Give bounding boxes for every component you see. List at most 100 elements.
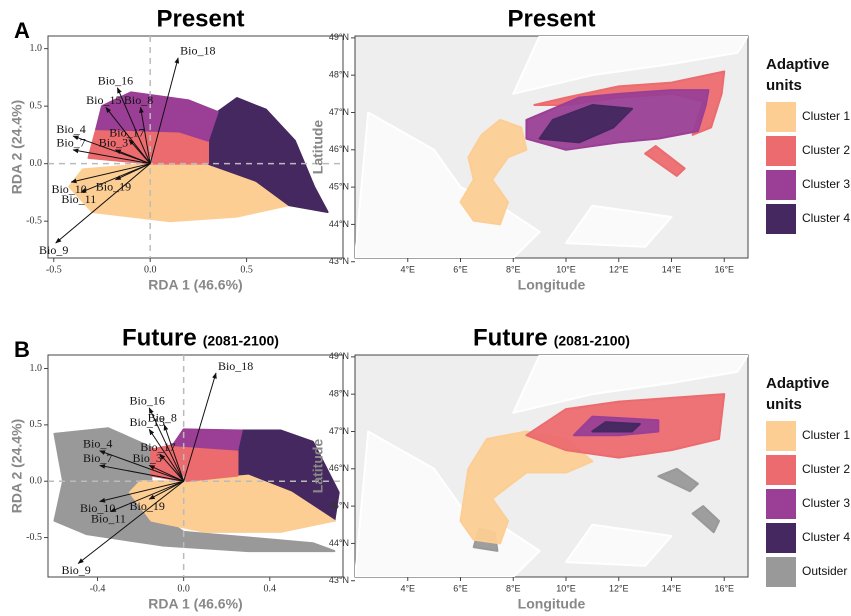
y-tick-label: 47°N [329,107,349,117]
arrow-label: Bio_11 [91,511,126,525]
y-tick-label: -0.5 [26,532,42,543]
arrow-label: Bio_18 [180,44,215,58]
y-tick-label: 44°N [329,219,349,229]
arrow-label: Bio_19 [96,180,131,194]
arrow-label: Bio_17 [109,125,144,139]
y-tick-label: -0.5 [26,215,42,226]
plot-layer [355,36,748,258]
legend-swatch [766,455,796,485]
y-tick-label: 1.0 [30,363,43,374]
legend-swatch [766,523,796,553]
legend-swatch [766,102,796,132]
loading-arrow [148,480,184,500]
terrain [565,523,673,567]
y-tick-label: 48°N [329,389,349,399]
loading-arrow [72,148,151,165]
y-tick-label: 0.5 [30,419,43,430]
x-tick-label: 8°E [506,264,521,274]
loading-arrow [105,106,151,164]
y-tick-label: 43°N [329,575,349,585]
arrow-label: Bio_11 [61,192,96,206]
cluster-region [644,145,686,177]
panel-title: Future [473,324,548,351]
y-axis-label: Latitude [310,439,326,494]
legend-label: Cluster 4 [802,211,850,225]
x-tick-label: 14°E [662,264,682,274]
loading-arrow [55,163,151,244]
x-tick-label: 6°E [453,583,468,593]
cluster-cloud [171,428,243,451]
y-axis-label: RDA 2 (24.4%) [9,419,25,513]
legend-swatch [766,204,796,234]
x-tick-label: 0.0 [177,583,190,594]
cluster-region [538,104,633,144]
arrow-label: Bio_15 [86,93,121,107]
panel-subtitle: (2081-2100) [554,333,630,349]
loading-arrow [148,428,185,482]
loading-arrow [99,480,184,503]
loading-arrow [128,139,151,165]
legend-swatch [766,170,796,200]
cluster-region [691,505,720,534]
arrow-label: Bio_10 [80,501,115,515]
loading-arrow [148,407,185,482]
y-tick-label: 0.5 [30,100,43,111]
y-axis-label: RDA 2 (24.4%) [9,100,25,194]
legend-label: Cluster 1 [802,109,850,123]
arrow-label: Bio_7 [56,136,85,150]
legend-label: Cluster 3 [802,496,850,510]
y-tick-label: 44°N [329,538,349,548]
x-tick-label: 6°E [453,264,468,274]
legend-label: Cluster 4 [802,530,850,544]
y-tick-label: 1.0 [30,43,43,54]
loading-arrow [148,464,184,482]
cluster-region [459,430,594,545]
x-tick-label: 16°E [714,583,734,593]
x-tick-label: -0.4 [90,583,106,594]
panel-label: A [14,18,30,43]
x-tick-label: 10°E [556,264,576,274]
loading-arrow [114,149,151,165]
arrow-label: Bio_9 [39,243,68,257]
cluster-region [591,421,641,433]
panel-title: Present [156,5,244,32]
y-tick-label: 43°N [329,256,349,266]
loading-arrow [99,450,184,482]
x-tick-label: 4°E [400,264,415,274]
loading-arrow [139,106,151,164]
cluster-cloud [95,91,219,142]
terrain [512,355,748,414]
legend-label: Cluster 2 [802,143,850,157]
plot-layer [48,36,343,258]
y-tick-label: 45°N [329,181,349,191]
legend-swatch [766,136,796,166]
loading-arrow [114,163,151,181]
y-tick-label: 47°N [329,426,349,436]
arrow-label: Bio_4 [56,122,85,136]
y-tick-label: 0.0 [30,476,43,487]
arrow-label: Bio_18 [218,359,253,373]
x-tick-label: 12°E [609,583,629,593]
arrow-label: Bio_15 [130,415,165,429]
panel-title: Present [507,5,595,32]
panel-label: B [14,337,30,362]
y-tick-label: 46°N [329,463,349,473]
y-tick-label: 0.0 [30,158,43,169]
x-tick-label: -0.5 [46,264,62,275]
legend-label: Outsider [802,564,847,578]
loading-arrow [109,480,184,513]
x-tick-label: 0.5 [240,264,253,275]
legend-title: Adaptive units [766,56,830,94]
arrow-label: Bio_4 [83,437,112,451]
loading-arrow [99,464,184,482]
arrow-label: Bio_9 [61,563,90,577]
arrow-label: Bio_10 [51,182,86,196]
x-tick-label: 12°E [609,264,629,274]
loading-arrow [116,87,151,164]
panel-subtitle: (2081-2100) [203,333,279,349]
y-tick-label: 48°N [329,70,349,80]
y-tick-label: 49°N [329,351,349,361]
arrow-label: Bio_17 [140,440,175,454]
